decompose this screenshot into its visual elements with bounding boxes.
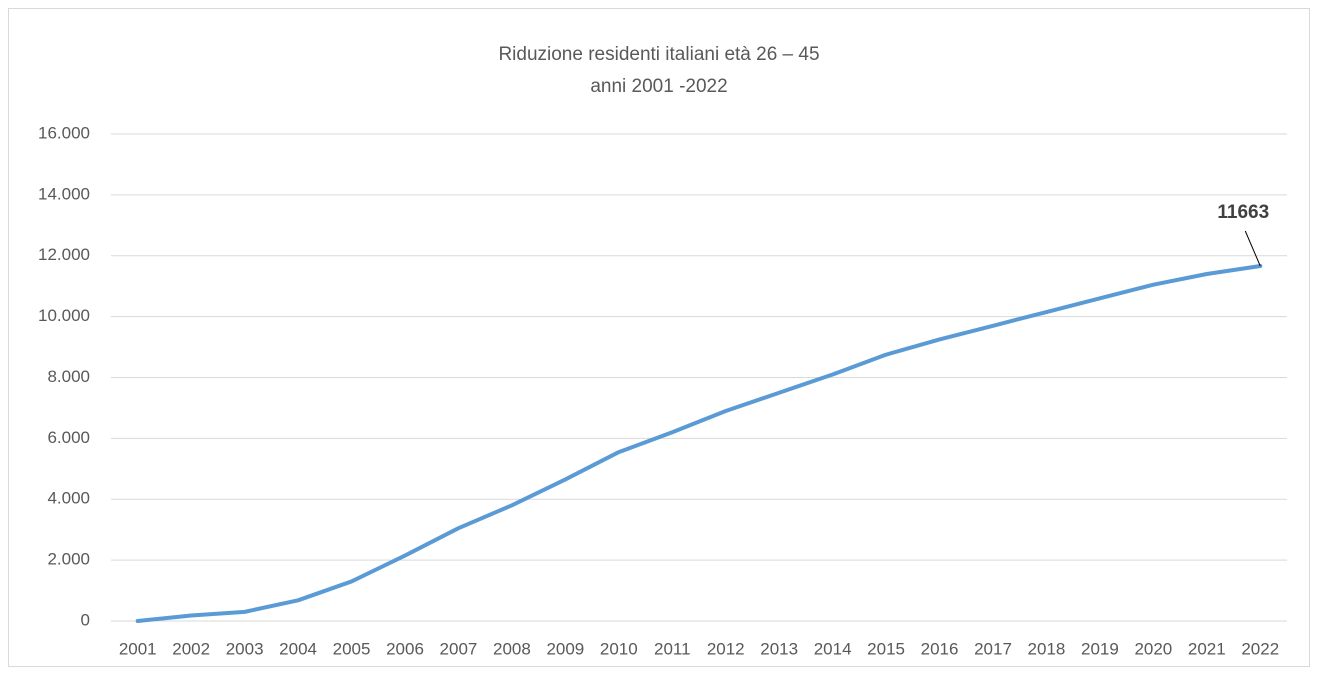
- x-tick-label: 2003: [226, 639, 264, 658]
- chart-title: Riduzione residenti italiani età 26 – 45: [498, 44, 819, 65]
- x-tick-label: 2020: [1134, 639, 1172, 658]
- y-tick-label: 8.000: [47, 367, 90, 386]
- x-tick-label: 2022: [1241, 639, 1279, 658]
- x-tick-label: 2017: [974, 639, 1012, 658]
- label-leader: [1244, 230, 1261, 267]
- x-tick-label: 2007: [440, 639, 478, 658]
- x-tick-label: 2021: [1188, 639, 1226, 658]
- y-tick-label: 4.000: [47, 489, 90, 508]
- x-tick-label: 2019: [1081, 639, 1119, 658]
- x-tick-label: 2018: [1028, 639, 1066, 658]
- y-tick-label: 2.000: [47, 550, 90, 569]
- x-tick-label: 2010: [600, 639, 638, 658]
- y-tick-label: 10.000: [38, 306, 90, 325]
- y-tick-label: 14.000: [38, 184, 90, 203]
- x-tick-label: 2016: [921, 639, 959, 658]
- x-tick-label: 2015: [867, 639, 905, 658]
- x-tick-label: 2005: [333, 639, 371, 658]
- y-tick-label: 6.000: [47, 428, 90, 447]
- data-line: [135, 264, 1263, 623]
- data-label: 11663: [1217, 202, 1269, 223]
- y-tick-label: 12.000: [38, 245, 90, 264]
- x-tick-label: 2008: [493, 639, 531, 658]
- x-tick-label: 2002: [172, 639, 210, 658]
- x-tick-label: 2006: [386, 639, 424, 658]
- chart-frame: [8, 8, 1310, 667]
- x-tick-label: 2013: [760, 639, 798, 658]
- x-tick-label: 2014: [814, 639, 852, 658]
- x-tick-label: 2011: [654, 639, 691, 658]
- x-tick-label: 2009: [546, 639, 584, 658]
- x-tick-label: 2004: [279, 639, 317, 658]
- y-tick-label: 0: [81, 610, 90, 629]
- x-tick-label: 2012: [707, 639, 745, 658]
- y-tick-label: 16.000: [38, 123, 90, 142]
- chart-subtitle: anni 2001 -2022: [590, 76, 727, 97]
- x-tick-label: 2001: [119, 639, 157, 658]
